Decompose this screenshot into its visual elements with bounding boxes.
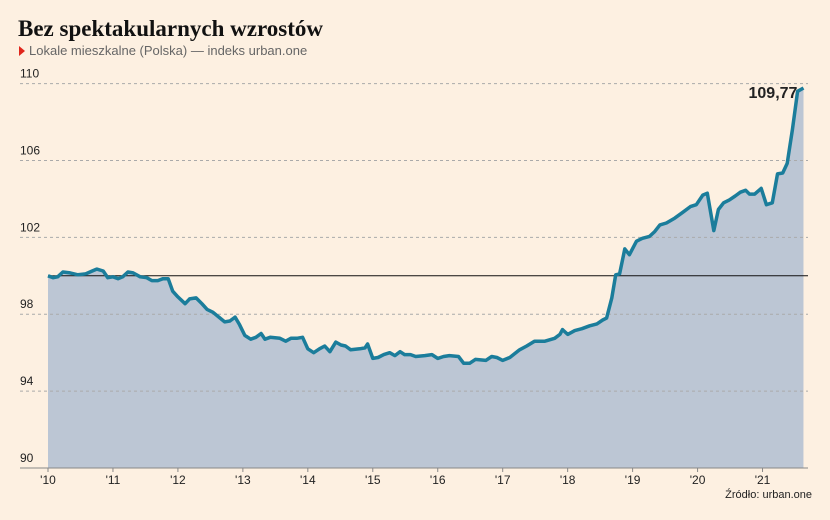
y-tick-label: 106 xyxy=(20,143,40,157)
x-tick-label: '18 xyxy=(560,473,576,487)
y-tick-label: 90 xyxy=(20,451,34,465)
x-tick-label: '14 xyxy=(300,473,316,487)
subtitle-marker xyxy=(19,46,25,56)
x-tick-label: '10 xyxy=(40,473,56,487)
y-tick-label: 110 xyxy=(20,67,39,81)
x-tick-label: '13 xyxy=(235,473,251,487)
x-tick-label: '12 xyxy=(170,473,186,487)
value-label: 109,77 xyxy=(749,85,798,102)
area xyxy=(48,88,804,468)
x-tick-label: '19 xyxy=(625,473,641,487)
line xyxy=(47,86,805,366)
y-tick-label: 94 xyxy=(20,374,34,388)
chart-subtitle: Lokale mieszkalne (Polska) — indeks urba… xyxy=(29,43,307,58)
source: Źródło: urban.one xyxy=(725,488,812,501)
x-tick-label: '11 xyxy=(106,473,121,487)
y-tick-label: 102 xyxy=(20,220,40,234)
x-tick-label: '20 xyxy=(690,473,706,487)
x-tick-label: '17 xyxy=(495,473,511,487)
x-tick-label: '15 xyxy=(365,473,381,487)
chart-title: Bez spektakularnych wzrostów xyxy=(18,16,323,41)
x-tick-label: '16 xyxy=(430,473,446,487)
y-tick-label: 98 xyxy=(20,297,34,311)
x-tick-label: '21 xyxy=(755,473,771,487)
